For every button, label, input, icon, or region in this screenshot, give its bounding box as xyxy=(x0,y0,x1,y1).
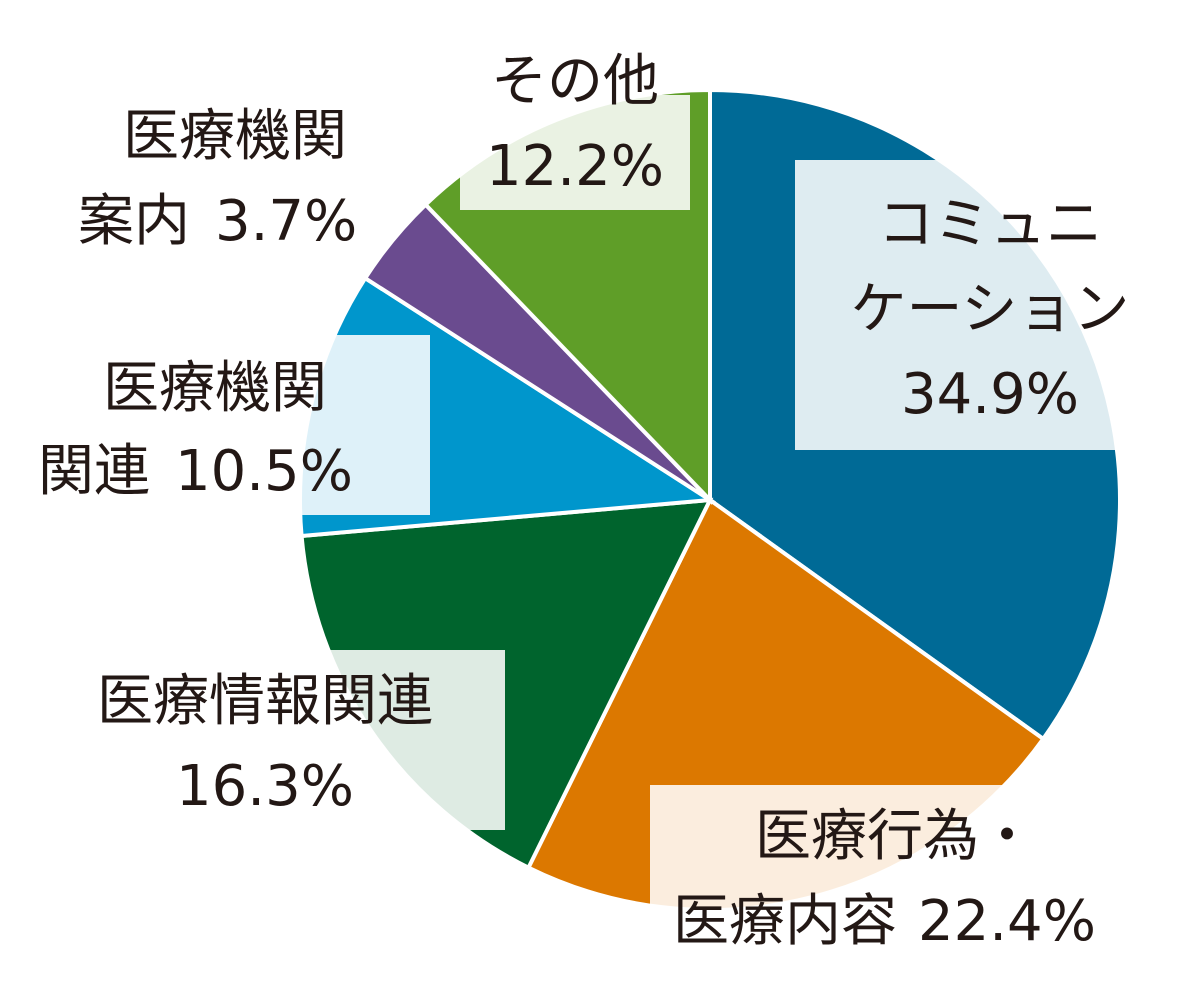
slice-label: その他 xyxy=(491,49,659,114)
slice-label: コミュニケーション xyxy=(851,192,1130,342)
label-box xyxy=(460,95,690,210)
value-label: 12.2% xyxy=(486,134,664,199)
label-line: 案内 xyxy=(78,189,190,254)
value-label: 34.9% xyxy=(901,362,1079,427)
label-line: 医療機関 xyxy=(123,104,347,169)
label-box xyxy=(795,160,1118,450)
label-line: 関連 xyxy=(38,439,150,504)
label-box xyxy=(330,650,505,830)
label-line: 医療機関 xyxy=(103,356,327,421)
value-label: 3.7% xyxy=(215,189,357,254)
slice-label: 医療情報関連 xyxy=(97,669,433,734)
label-line: 医療行為・ xyxy=(755,804,1035,869)
label-line: 医療内容 xyxy=(673,889,897,954)
label-line: 医療情報関連 xyxy=(97,669,433,734)
label-box xyxy=(650,785,1050,989)
label-line: その他 xyxy=(491,49,659,114)
slice-label: 医療機関案内 xyxy=(78,104,347,254)
slice-label: 医療機関関連 xyxy=(38,356,327,504)
label-line: コミュニ xyxy=(878,192,1102,257)
value-label: 22.4% xyxy=(918,889,1096,954)
label-box xyxy=(300,335,430,515)
slice-label: 医療行為・医療内容 xyxy=(673,804,1035,954)
value-label: 16.3% xyxy=(176,754,354,819)
value-label: 10.5% xyxy=(175,439,353,504)
label-line: ケーション xyxy=(851,277,1130,342)
